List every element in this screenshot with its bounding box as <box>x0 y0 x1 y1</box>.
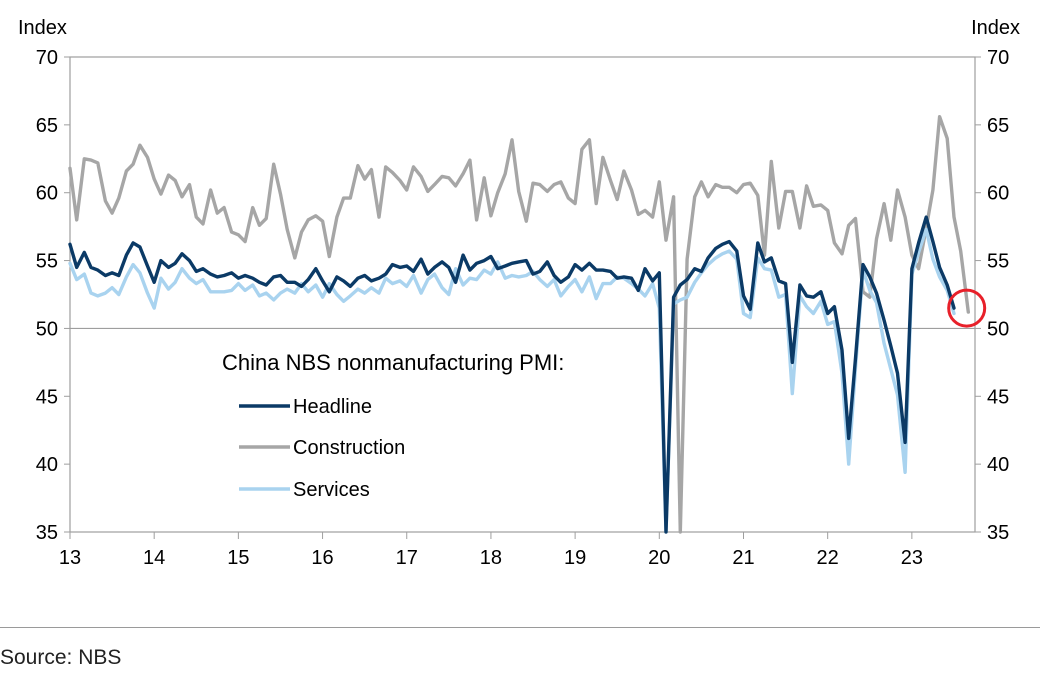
plot-frame <box>69 56 976 533</box>
y-tick-label-left: 55 <box>36 251 58 273</box>
y-tick-label-left: 70 <box>36 47 58 69</box>
y-ticks-left: 35 40 45 50 55 60 65 70 <box>36 47 70 544</box>
y-tick-label-right: 50 <box>987 318 1009 340</box>
y-tick-label-right: 65 <box>987 115 1009 137</box>
y-tick-label-left: 45 <box>36 386 58 408</box>
x-tick-label: 19 <box>564 547 586 569</box>
x-tick-label: 14 <box>143 547 165 569</box>
y-tick-label-left: 60 <box>36 183 58 205</box>
y-tick-label-right: 40 <box>987 454 1009 476</box>
x-ticks: 13 14 15 16 17 18 19 20 21 22 23 <box>59 532 923 569</box>
y-tick-label-right: 70 <box>987 47 1009 69</box>
x-tick-label: 21 <box>732 547 754 569</box>
source-separator <box>0 627 1040 628</box>
x-tick-label: 22 <box>817 547 839 569</box>
y-tick-label-left: 40 <box>36 454 58 476</box>
y-axis-label-right: Index <box>971 17 1020 39</box>
legend: China NBS nonmanufacturing PMI: Headline… <box>222 350 564 501</box>
x-tick-label: 16 <box>311 547 333 569</box>
y-axis-label-left: Index <box>18 17 67 39</box>
pmi-line-chart: Index Index 35 40 45 50 55 60 65 70 35 40 45 50 55 6… <box>18 17 1020 569</box>
x-tick-label: 20 <box>648 547 670 569</box>
y-tick-label-right: 60 <box>987 183 1009 205</box>
y-tick-label-right: 35 <box>987 522 1009 544</box>
source-note: Source: NBS <box>0 646 122 669</box>
y-tick-label-left: 35 <box>36 522 58 544</box>
series-line-headline <box>68 215 956 534</box>
legend-label-services: Services <box>293 479 370 501</box>
series-layer <box>68 115 970 534</box>
legend-label-construction: Construction <box>293 437 405 459</box>
x-tick-label: 18 <box>480 547 502 569</box>
y-tick-label-right: 55 <box>987 251 1009 273</box>
x-tick-label: 23 <box>901 547 923 569</box>
x-tick-label: 17 <box>396 547 418 569</box>
legend-label-headline: Headline <box>293 396 372 418</box>
legend-title: China NBS nonmanufacturing PMI: <box>222 350 564 375</box>
y-tick-label-left: 50 <box>36 318 58 340</box>
series-line-services <box>68 227 956 534</box>
y-tick-label-left: 65 <box>36 115 58 137</box>
x-tick-label: 15 <box>227 547 249 569</box>
x-tick-label: 13 <box>59 547 81 569</box>
y-tick-label-right: 45 <box>987 386 1009 408</box>
series-line-construction <box>68 115 970 534</box>
highlight-circle <box>947 288 987 328</box>
y-ticks-right: 35 40 45 50 55 60 65 70 <box>975 47 1009 544</box>
